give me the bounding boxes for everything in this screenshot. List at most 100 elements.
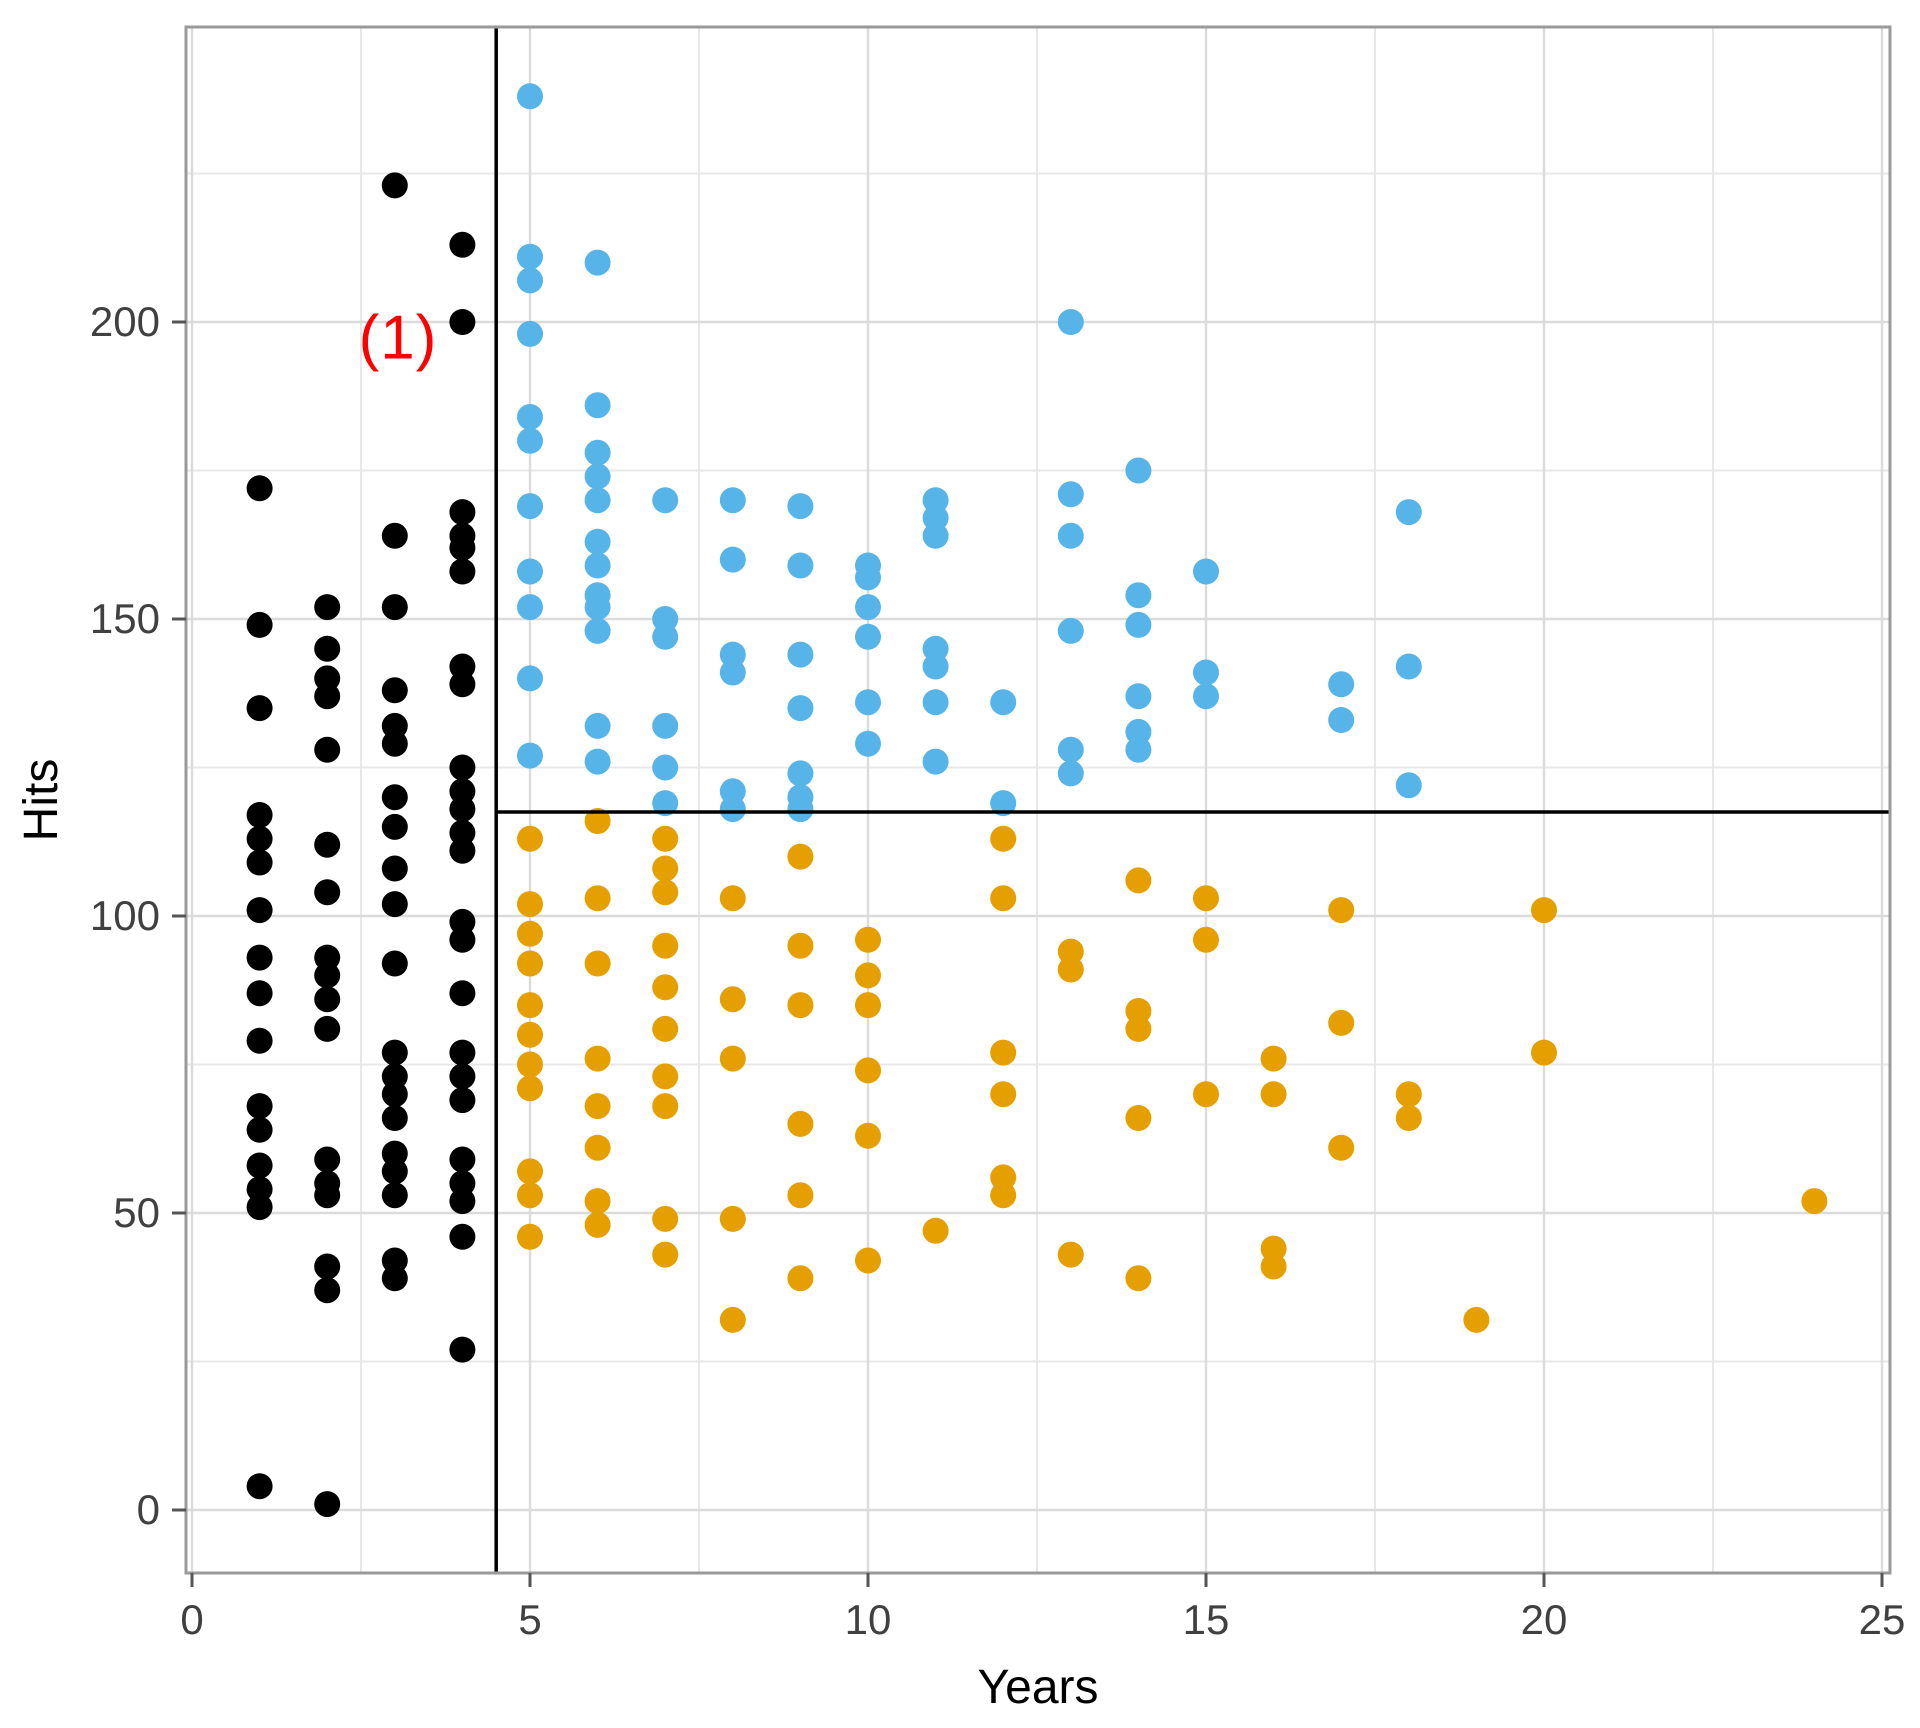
data-point (381, 891, 408, 918)
data-point (584, 249, 611, 276)
data-point (584, 1093, 611, 1120)
data-point (1395, 1105, 1422, 1131)
data-point (381, 1081, 408, 1108)
data-point (517, 594, 543, 621)
data-point (1057, 736, 1084, 763)
data-point (449, 754, 476, 781)
data-point (584, 1134, 611, 1161)
data-point (314, 1146, 341, 1173)
data-point (787, 641, 814, 668)
data-point (1193, 659, 1219, 686)
data-point (1057, 309, 1084, 335)
data-point (1057, 481, 1084, 508)
data-point (449, 796, 476, 823)
data-point (1125, 582, 1152, 609)
data-point (246, 1116, 273, 1143)
data-point (246, 611, 273, 638)
data-point (381, 594, 408, 621)
data-point (922, 522, 949, 549)
data-point (1395, 1081, 1422, 1108)
data-point (449, 819, 476, 846)
data-point (449, 231, 476, 258)
data-point (246, 1093, 273, 1120)
data-point (719, 1306, 746, 1333)
data-point (1125, 736, 1152, 763)
data-point (855, 926, 881, 953)
data-point (381, 1105, 408, 1131)
data-point (517, 1158, 543, 1185)
panel-border (184, 25, 1892, 1575)
data-point (787, 695, 814, 722)
data-point (381, 677, 408, 704)
data-point (652, 855, 679, 882)
data-point (381, 522, 408, 549)
data-point (449, 1170, 476, 1197)
data-point (1395, 772, 1422, 799)
data-point (719, 1045, 746, 1072)
data-point (922, 1217, 949, 1244)
data-point (652, 974, 679, 1001)
data-point (449, 1336, 476, 1363)
data-point (1125, 611, 1152, 638)
data-point (787, 1265, 814, 1292)
data-point (314, 944, 341, 971)
data-point (517, 493, 543, 520)
data-point (314, 594, 341, 621)
data-point (719, 487, 746, 514)
data-point (990, 1182, 1017, 1209)
data-point (1395, 499, 1422, 526)
data-point (990, 885, 1017, 912)
data-point (517, 404, 543, 430)
data-point (990, 689, 1017, 716)
y-tick-label: 200 (90, 298, 160, 345)
data-point (1125, 998, 1152, 1024)
data-point (449, 499, 476, 526)
data-point (449, 926, 476, 953)
data-point (246, 1027, 273, 1054)
data-point (517, 1223, 543, 1250)
data-point (1328, 707, 1355, 733)
data-point (1531, 897, 1557, 924)
data-point (1193, 683, 1219, 710)
data-point (652, 712, 679, 739)
data-point (246, 1473, 273, 1500)
data-point (517, 320, 543, 347)
data-point (314, 1015, 341, 1042)
data-point (314, 986, 341, 1013)
data-point (1057, 956, 1084, 983)
x-tick-label: 0 (180, 1596, 203, 1643)
data-point (1463, 1306, 1490, 1333)
data-point (246, 944, 273, 971)
data-point (855, 1057, 881, 1084)
data-point (449, 558, 476, 585)
data-point (719, 885, 746, 912)
data-point (652, 606, 679, 632)
data-point (584, 950, 611, 977)
data-point (449, 1188, 476, 1215)
data-point (584, 808, 611, 834)
data-point (719, 796, 746, 823)
data-point (517, 267, 543, 294)
data-point (314, 879, 341, 906)
data-point (652, 1205, 679, 1232)
data-point (517, 427, 543, 454)
data-point (787, 992, 814, 1019)
y-tick-label: 100 (90, 892, 160, 939)
data-point (1260, 1253, 1287, 1280)
data-point (449, 1223, 476, 1250)
data-point (381, 1039, 408, 1066)
data-point (855, 1122, 881, 1149)
data-point (1057, 617, 1084, 644)
data-point (990, 1039, 1017, 1066)
data-point (922, 689, 949, 716)
data-point (517, 1021, 543, 1048)
data-point (449, 778, 476, 805)
data-point (922, 653, 949, 680)
data-point (314, 736, 341, 763)
data-point (1328, 897, 1355, 924)
data-point (652, 1093, 679, 1120)
data-point (517, 950, 543, 977)
data-point (719, 659, 746, 686)
data-point (449, 980, 476, 1007)
data-point (1260, 1045, 1287, 1072)
